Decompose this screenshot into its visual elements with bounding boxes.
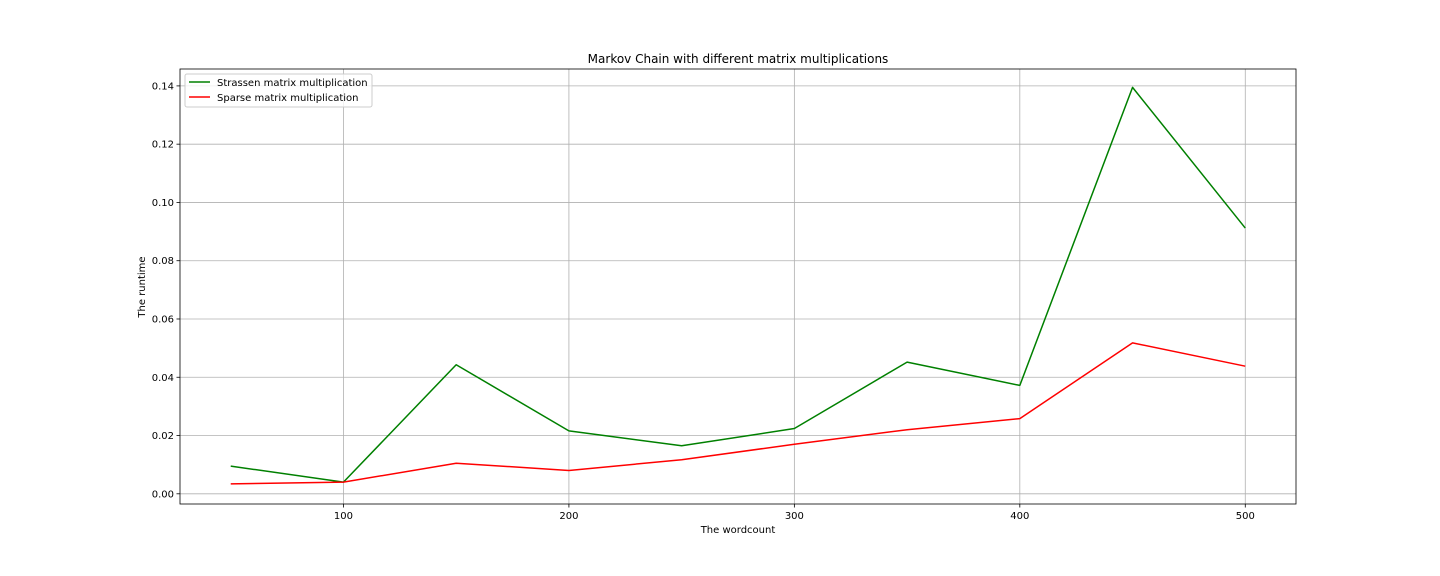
chart-title: Markov Chain with different matrix multi… [588, 52, 889, 66]
y-axis-ticks: 0.00 0.02 0.04 0.06 0.08 0.10 0.12 0.14 [152, 81, 180, 500]
plot-frame [179, 68, 1297, 505]
x-tick-label: 100 [334, 511, 353, 522]
series-lines [230, 86, 1246, 485]
y-tick-label: 0.06 [152, 314, 174, 325]
y-tick-label: 0.08 [152, 256, 174, 267]
y-axis-label: The runtime [137, 256, 148, 318]
y-tick-label: 0.12 [152, 140, 174, 151]
y-tick-label: 0.00 [152, 489, 174, 500]
x-axis-label: The wordcount [700, 525, 776, 536]
x-tick-label: 500 [1236, 511, 1255, 522]
legend-label-strassen: Strassen matrix multiplication [217, 78, 368, 89]
series-line-sparse [230, 342, 1246, 485]
legend: Strassen matrix multiplication Sparse ma… [184, 73, 373, 108]
grid [180, 69, 1296, 504]
x-tick-label: 300 [785, 511, 804, 522]
legend-box [184, 73, 373, 108]
y-tick-label: 0.10 [152, 198, 174, 209]
x-tick-label: 400 [1010, 511, 1029, 522]
series-line-strassen [230, 86, 1246, 483]
y-tick-label: 0.04 [152, 373, 174, 384]
y-tick-label: 0.02 [152, 431, 174, 442]
x-tick-label: 200 [559, 511, 578, 522]
x-axis-ticks: 100 200 300 400 500 [334, 504, 1255, 522]
legend-label-sparse: Sparse matrix multiplication [217, 93, 359, 104]
y-tick-label: 0.14 [152, 81, 174, 92]
